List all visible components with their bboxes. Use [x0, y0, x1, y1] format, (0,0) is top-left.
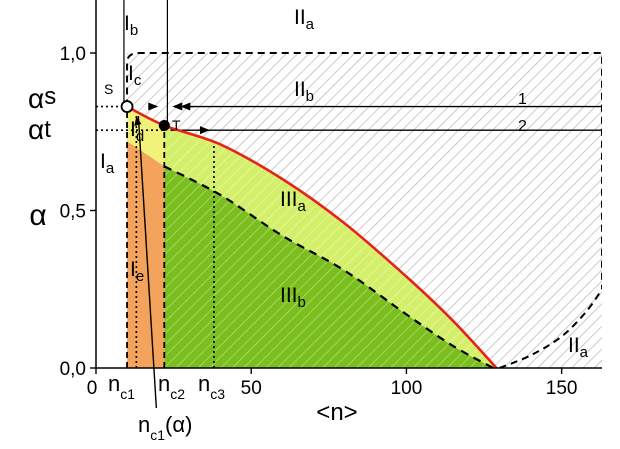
region-IIIa-hatch: [164, 125, 497, 368]
arrow-S-to-T: [148, 102, 159, 111]
arrow-nc1-alpha-pointer-head: [134, 116, 142, 126]
red-boundary-curve: [126, 105, 498, 368]
y-tick-label: 0,5: [60, 202, 86, 223]
x-tick-label: 0: [87, 378, 98, 399]
dashed-boundary-IIIa-IIIb: [163, 165, 494, 368]
dashed-box-IIb: [126, 52, 602, 290]
arrows: [134, 102, 210, 409]
point-T: [158, 119, 170, 131]
alpha-t-label: αt: [28, 114, 51, 145]
region-label-Id: Id: [130, 118, 144, 145]
point-S-label: S: [104, 81, 113, 97]
region-label-IIIa: IIIa: [280, 188, 307, 215]
y-axis-label: α: [29, 199, 46, 232]
region-IIIb-hatch: [164, 166, 494, 368]
region-label-IIa_top: IIa: [294, 6, 315, 33]
point-S: [120, 100, 134, 113]
x-ticks: 0 50 100 150: [87, 368, 578, 399]
region-label-Ic: Ic: [128, 62, 142, 89]
region-label-IIa_right: IIa: [568, 334, 589, 361]
region-Ie-fill: [127, 141, 165, 368]
x-tick-label: 150: [546, 378, 578, 399]
region-label-IIIb: IIIb: [280, 284, 306, 311]
region-label-Ib: Ib: [124, 12, 138, 39]
line-2-label: 2: [518, 118, 527, 135]
x-axis-label: <n>: [316, 399, 357, 426]
region-label-Ie: Ie: [130, 258, 144, 285]
region-labels: Ib Ic Id Ia Ie IIa IIb IIIa IIIb IIa: [100, 6, 589, 361]
region-IIa-right-fill: [499, 289, 602, 368]
nc1-alpha-label: nc1(α): [138, 412, 192, 443]
region-IIb-fill: [127, 53, 602, 368]
point-T-label: T: [172, 117, 181, 133]
y-ticks: 0,0 0,5 1,0: [60, 44, 96, 380]
x-tick-label: 100: [391, 378, 423, 399]
arrow-line2-head: [199, 126, 210, 135]
y-tick-label: 0,0: [60, 359, 86, 380]
dashed-boundary-IIa: [499, 288, 602, 368]
arrow-left-head: [172, 102, 183, 111]
region-label-Ia: Ia: [100, 150, 115, 177]
arrow-nc1-alpha-pointer: [137, 115, 158, 409]
region-label-IIb: IIb: [294, 78, 314, 105]
nc2-label: nc2: [158, 371, 185, 402]
x-tick-label: 50: [241, 378, 262, 399]
nc1-label: nc1: [108, 371, 135, 402]
alpha-s-label: αs: [28, 83, 56, 114]
arrow-line1-head: [180, 102, 191, 111]
line-1-label: 1: [518, 91, 527, 108]
nc3-label: nc3: [198, 371, 225, 402]
y-tick-label: 1,0: [60, 44, 86, 65]
